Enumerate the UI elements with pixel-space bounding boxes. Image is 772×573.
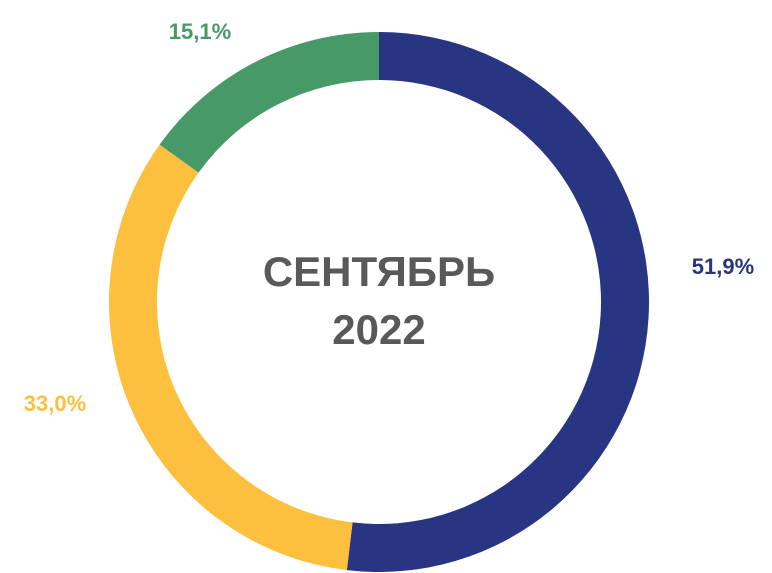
donut-segment: [108, 144, 353, 571]
donut-segment: [159, 32, 379, 173]
center-label: СЕНТЯБРЬ: [263, 248, 495, 295]
value-label: 15,1%: [169, 19, 231, 44]
center-label: 2022: [332, 306, 425, 353]
value-label: 33,0%: [24, 391, 86, 416]
donut-segment: [346, 32, 649, 572]
value-label: 51,9%: [692, 254, 754, 279]
